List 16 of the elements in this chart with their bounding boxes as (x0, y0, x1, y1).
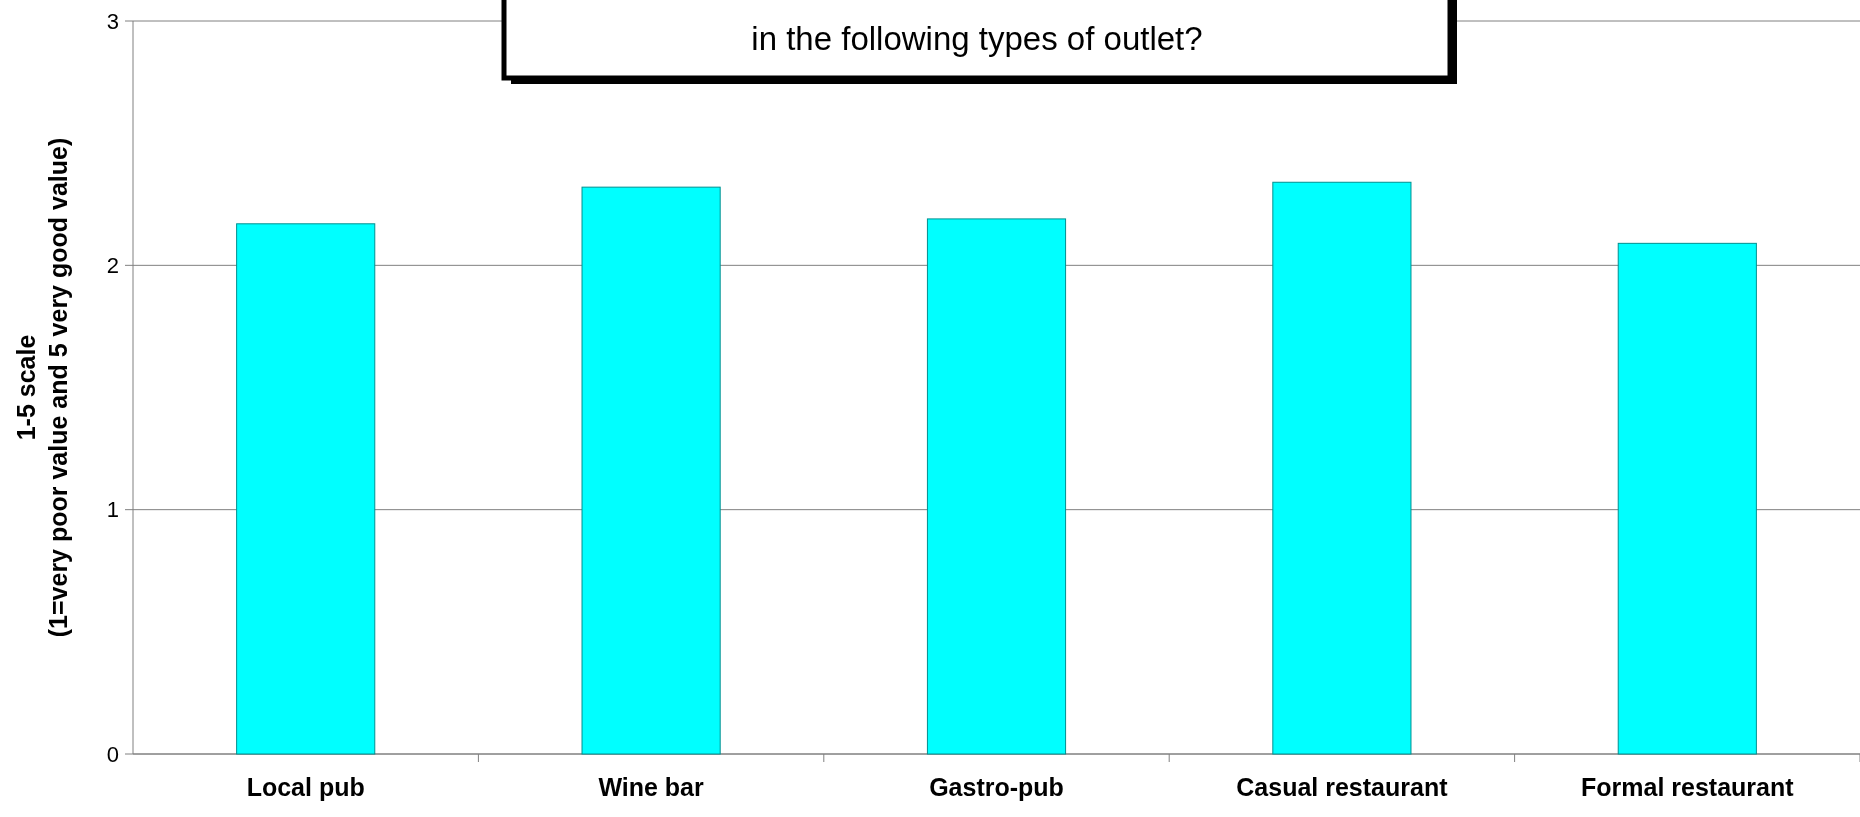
x-tick-label: Local pub (246, 773, 365, 801)
x-tick-label: Formal restaurant (1581, 773, 1795, 801)
y-tick-label: 3 (106, 8, 119, 34)
bar (236, 223, 376, 755)
chart-title: in the following types of outlet? (751, 20, 1203, 57)
x-tick-label: Casual restaurant (1236, 773, 1449, 801)
y-tick-label: 1 (106, 497, 119, 523)
bar (581, 186, 721, 755)
y-axis-title: 1-5 scale (1=very poor value and 5 very good value) (12, 137, 72, 638)
y-tick-label: 2 (106, 253, 119, 279)
bar (926, 218, 1067, 755)
bar (1617, 242, 1757, 755)
x-tick-label: Gastro-pub (929, 773, 1064, 801)
y-tick-label: 0 (106, 741, 119, 767)
bar (1272, 181, 1412, 755)
x-tick-label: Wine bar (598, 773, 705, 801)
